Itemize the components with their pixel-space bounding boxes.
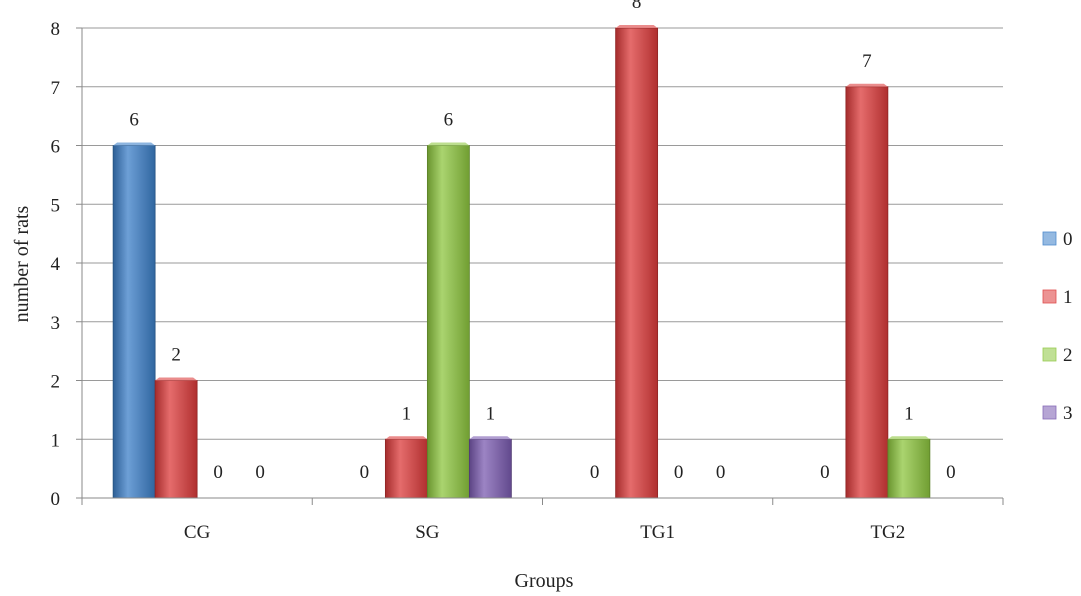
data-label: 1 (486, 403, 496, 424)
y-axis-title: number of rats (11, 205, 33, 322)
bars (112, 25, 931, 499)
y-tick-label: 7 (51, 78, 61, 99)
data-label: 0 (820, 462, 830, 483)
x-axis-title: Groups (515, 570, 574, 592)
legend-label: 0 (1063, 229, 1073, 250)
bar-top (887, 436, 930, 440)
bar (845, 86, 889, 499)
legend-swatch (1042, 231, 1057, 246)
x-category-label: SG (415, 522, 440, 543)
data-label: 0 (674, 462, 684, 483)
y-tick-label: 2 (51, 372, 61, 393)
bar (468, 438, 512, 499)
x-tick-labels: CG SG TG1 TG2 (184, 522, 905, 543)
legend: 0 1 2 3 (1042, 229, 1073, 424)
legend-label: 1 (1063, 287, 1073, 308)
y-tick-label: 0 (51, 489, 61, 510)
bar (615, 27, 659, 499)
bar (426, 145, 470, 499)
y-tick-label: 5 (51, 195, 61, 216)
data-label: 6 (129, 110, 139, 131)
y-tick-label: 6 (51, 137, 61, 158)
data-label: 8 (632, 0, 642, 13)
data-label: 1 (402, 403, 412, 424)
bar (384, 438, 428, 499)
bar-top (385, 436, 428, 440)
axes (76, 27, 1004, 505)
bar-top (615, 25, 658, 28)
data-label: 6 (444, 110, 454, 131)
data-label: 0 (213, 462, 223, 483)
x-category-label: TG2 (870, 522, 905, 543)
data-label: 0 (255, 462, 265, 483)
x-category-label: TG1 (640, 522, 675, 543)
y-tick-label: 4 (51, 254, 61, 275)
bar-top (469, 436, 512, 440)
data-label: 0 (590, 462, 600, 483)
bar-top (155, 377, 198, 381)
data-label: 0 (360, 462, 370, 483)
y-tick-label: 3 (51, 313, 61, 334)
legend-label: 3 (1063, 403, 1073, 424)
data-label: 2 (171, 345, 181, 366)
data-label: 0 (716, 462, 726, 483)
data-label: 1 (904, 403, 914, 424)
x-category-label: CG (184, 522, 211, 543)
bar (887, 438, 931, 499)
data-label: 0 (946, 462, 956, 483)
y-tick-label: 1 (51, 430, 61, 451)
data-labels: 6 2 0 0 0 1 6 1 0 8 0 0 0 7 1 0 (129, 0, 955, 483)
legend-swatch (1042, 405, 1057, 420)
bar (112, 145, 156, 499)
gridlines (82, 27, 1003, 440)
bar-top (113, 142, 156, 146)
bar-top (845, 83, 888, 87)
legend-label: 2 (1063, 345, 1073, 366)
y-tick-label: 8 (51, 19, 61, 40)
bar (154, 380, 198, 499)
y-tick-labels: 0 1 2 3 4 5 6 7 8 (51, 19, 61, 510)
bar-top (427, 142, 470, 146)
legend-swatch (1042, 347, 1057, 362)
legend-swatch (1042, 289, 1057, 304)
data-label: 7 (862, 51, 872, 72)
